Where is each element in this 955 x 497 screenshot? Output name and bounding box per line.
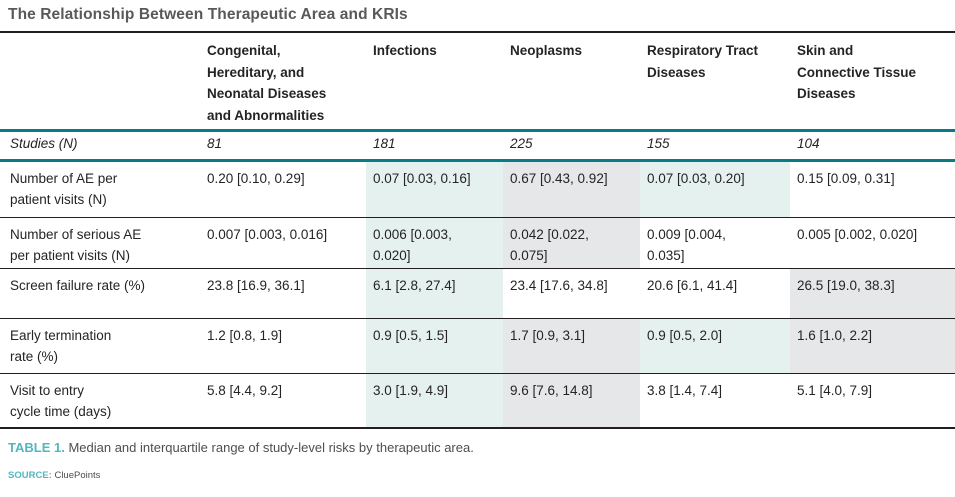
table-cell: 6.1 [2.8, 27.4] bbox=[366, 267, 503, 318]
studies-row: Studies (N) 81 181 225 155 104 bbox=[0, 128, 955, 162]
kri-table: Congenital, Hereditary, and Neonatal Dis… bbox=[0, 31, 955, 429]
table-row: Number of serious AE per patient visits … bbox=[0, 216, 955, 268]
row-label: Screen failure rate (%) bbox=[0, 267, 200, 318]
table-body: Studies (N) 81 181 225 155 104 Number of AE pe… bbox=[0, 128, 955, 429]
table-cell: 0.9 [0.5, 1.5] bbox=[366, 317, 503, 373]
studies-count-cell: 181 bbox=[366, 128, 503, 162]
table-cell: 5.8 [4.4, 9.2] bbox=[200, 372, 366, 429]
table-cell: 0.07 [0.03, 0.16] bbox=[366, 160, 503, 217]
table-cell: 9.6 [7.6, 14.8] bbox=[503, 372, 640, 429]
column-header-2: Infections bbox=[373, 43, 437, 58]
studies-count-cell: 225 bbox=[503, 128, 640, 162]
table-row: Number of AE per patient visits (N) 0.20 … bbox=[0, 160, 955, 217]
table-row: Early termination rate (%) 1.2 [0.8, 1.9]… bbox=[0, 317, 955, 373]
page-title: The Relationship Between Therapeutic Are… bbox=[8, 6, 408, 23]
column-header-1: Congenital, Hereditary, and Neonatal Dis… bbox=[207, 43, 327, 123]
studies-count-cell: 104 bbox=[790, 128, 955, 162]
column-header-4: Respiratory Tract Diseases bbox=[647, 43, 759, 80]
table-caption-tag: TABLE 1. bbox=[8, 440, 65, 455]
table-cell: 0.15 [0.09, 0.31] bbox=[797, 170, 895, 186]
table-cell: 0.20 [0.10, 0.29] bbox=[207, 170, 305, 186]
table-cell: 26.5 [19.0, 38.3] bbox=[790, 267, 955, 318]
table-cell: 0.006 [0.003, 0.020] bbox=[366, 216, 503, 268]
table-row: Visit to entry cycle time (days) 5.8 [4.4… bbox=[0, 372, 955, 429]
table-cell: 1.2 [0.8, 1.9] bbox=[200, 317, 366, 373]
row-label: Early termination rate (%) bbox=[0, 317, 200, 373]
table-cell: 3.8 [1.4, 7.4] bbox=[640, 372, 790, 429]
table-caption: TABLE 1. Median and interquartile range … bbox=[8, 440, 945, 455]
source-text: CluePoints bbox=[51, 470, 101, 481]
studies-count-cell: 155 bbox=[640, 128, 790, 162]
row-label: Number of AE per patient visits (N) bbox=[10, 170, 118, 208]
column-header-3: Neoplasms bbox=[510, 43, 583, 58]
row-label: Visit to entry cycle time (days) bbox=[0, 372, 200, 429]
table-cell: 3.0 [1.9, 4.9] bbox=[366, 372, 503, 429]
row-label: Number of serious AE per patient visits … bbox=[0, 216, 200, 268]
corner-cell bbox=[0, 32, 200, 130]
table-cell: 23.4 [17.6, 34.8] bbox=[503, 267, 640, 318]
table-cell: 1.6 [1.0, 2.2] bbox=[790, 317, 955, 373]
source-line: SOURCE: CluePoints bbox=[8, 470, 945, 481]
table-cell: 0.07 [0.03, 0.20] bbox=[640, 160, 790, 217]
table-cell: 0.009 [0.004, 0.035] bbox=[640, 216, 790, 268]
table-cell: 20.6 [6.1, 41.4] bbox=[640, 267, 790, 318]
table-row: Screen failure rate (%) 23.8 [16.9, 36.1]… bbox=[0, 267, 955, 318]
table-cell: 5.1 [4.0, 7.9] bbox=[790, 372, 955, 429]
header-row: Congenital, Hereditary, and Neonatal Dis… bbox=[0, 32, 955, 130]
row-label: Studies (N) bbox=[0, 128, 200, 162]
table-cell: 23.8 [16.9, 36.1] bbox=[200, 267, 366, 318]
table-cell: 0.67 [0.43, 0.92] bbox=[503, 160, 640, 217]
table-cell: 0.042 [0.022, 0.075] bbox=[503, 216, 640, 268]
column-header-5: Skin and Connective Tissue Diseases bbox=[797, 43, 917, 102]
source-tag: SOURCE: bbox=[8, 470, 52, 481]
table-cell: 1.7 [0.9, 3.1] bbox=[503, 317, 640, 373]
table-cell: 0.9 [0.5, 2.0] bbox=[640, 317, 790, 373]
table-cell: 0.007 [0.003, 0.016] bbox=[200, 216, 366, 268]
studies-count-cell: 81 bbox=[200, 128, 366, 162]
table-cell: 0.005 [0.002, 0.020] bbox=[790, 216, 955, 268]
table-caption-text: Median and interquartile range of study-… bbox=[64, 440, 474, 455]
